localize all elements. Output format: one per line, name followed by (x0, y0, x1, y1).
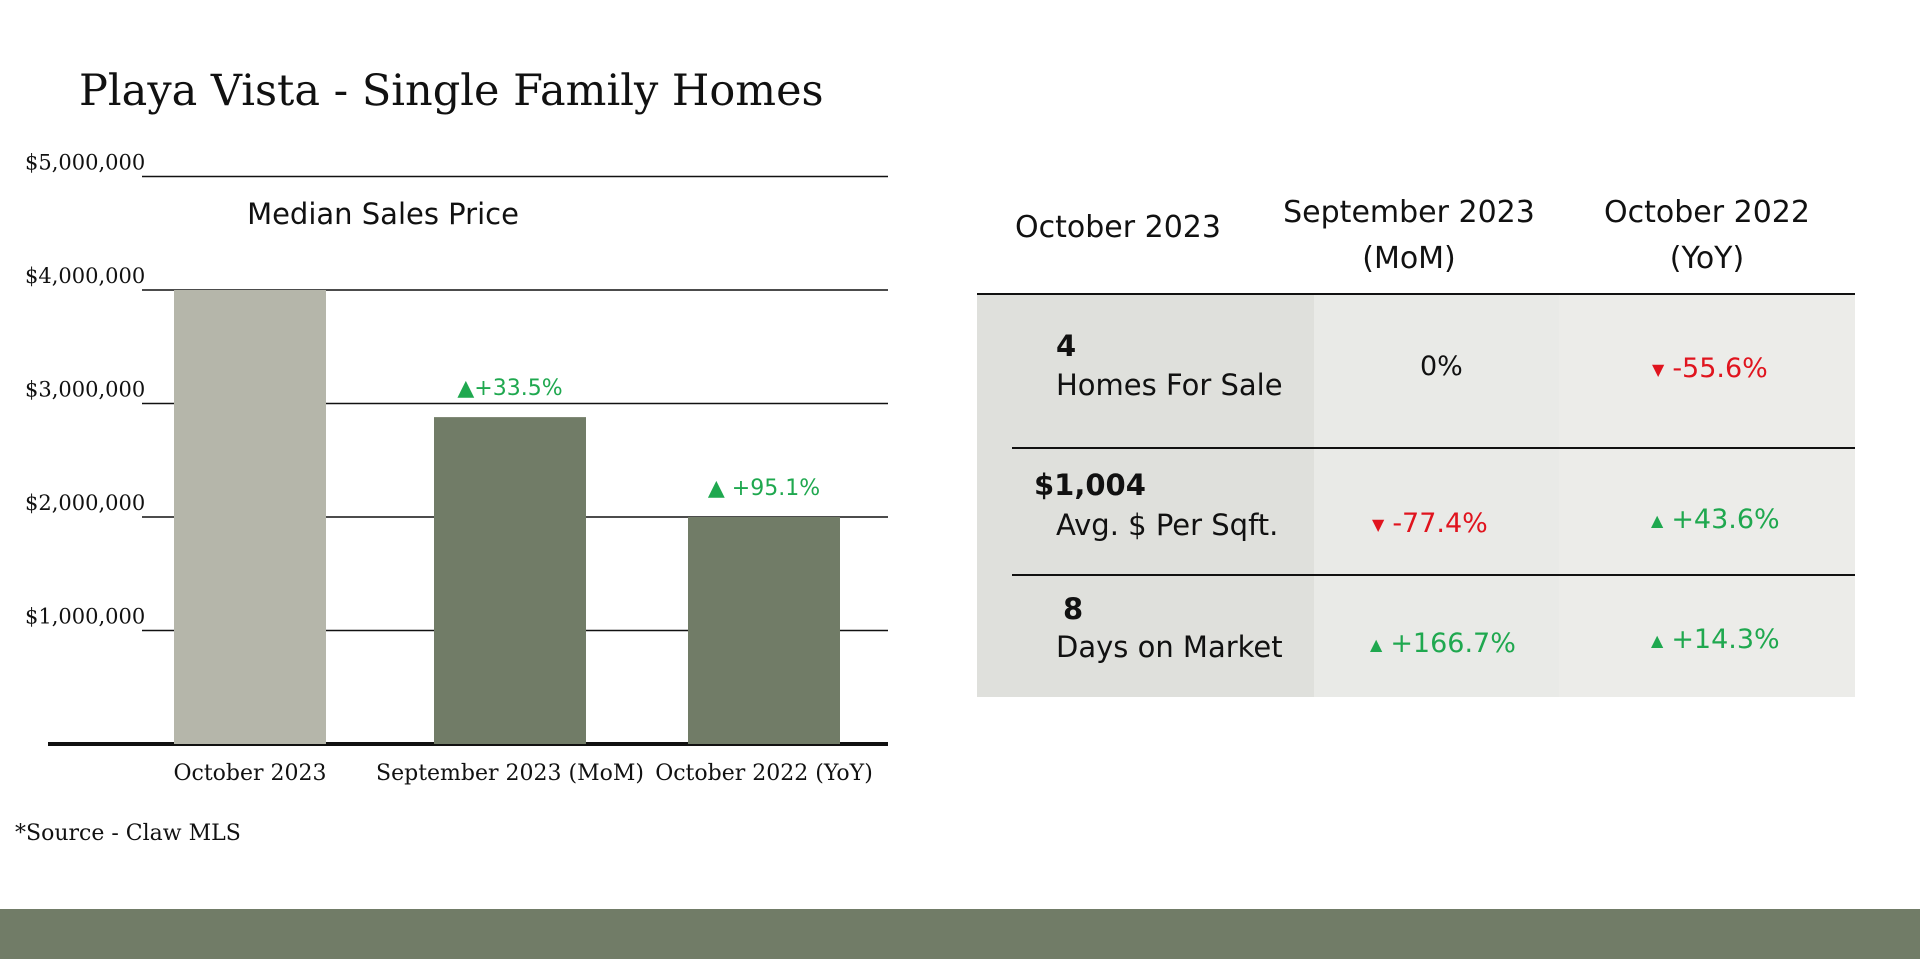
y-tick-label: $4,000,000 (25, 264, 145, 288)
price-per-sqft-value: $1,004 (1034, 468, 1146, 502)
row-divider (1012, 447, 1855, 449)
days-on-market-value: 8 (1063, 592, 1084, 626)
homes-for-sale-value: 4 (1056, 329, 1077, 363)
days-on-market-yoy-change: ▲ +14.3% (1651, 624, 1780, 655)
y-tick-label: $3,000,000 (25, 378, 145, 402)
days-on-market-mom-change: ▲ +166.7% (1370, 628, 1516, 659)
page-title: Playa Vista - Single Family Homes (79, 66, 824, 116)
price-per-sqft-mom-change: ▼ -77.4% (1372, 508, 1488, 539)
median-sales-price-chart: $1,000,000 $2,000,000 $3,000,000 $4,000,000… (25, 151, 888, 786)
row-divider (1012, 574, 1855, 576)
y-tick-label: $5,000,000 (25, 151, 145, 175)
header-divider (977, 293, 1855, 295)
price-per-sqft-yoy-change: ▲ +43.6% (1651, 504, 1780, 535)
up-triangle-icon: ▲ (1651, 631, 1664, 650)
days-on-market-label: Days on Market (1056, 630, 1283, 664)
mom-column-band (1314, 295, 1559, 697)
bar-change-label: ▲ +95.1% (708, 476, 820, 501)
down-triangle-icon: ▼ (1372, 515, 1385, 534)
bar-change-label: ▲+33.5% (457, 376, 562, 401)
bar-3 (688, 517, 840, 744)
yoy-column-band (1559, 295, 1855, 697)
down-triangle-icon: ▼ (1652, 360, 1665, 379)
footer-bar (0, 909, 1920, 959)
up-triangle-icon: ▲ (1370, 635, 1383, 654)
up-triangle-icon: ▲ (1651, 511, 1664, 530)
homes-for-sale-mom-change: 0% (1420, 351, 1463, 382)
current-column-band (977, 295, 1314, 697)
bar-2 (434, 417, 586, 744)
x-tick-label: September 2023 (MoM) (376, 761, 644, 786)
x-tick-label: October 2022 (YoY) (655, 761, 873, 786)
header-mom: September 2023 (MoM) (1283, 195, 1535, 276)
header-yoy: October 2022 (YoY) (1604, 195, 1810, 276)
header-current: October 2023 (1015, 210, 1221, 245)
x-tick-label: October 2023 (173, 761, 326, 786)
y-tick-label: $1,000,000 (25, 605, 145, 629)
homes-for-sale-yoy-change: ▼ -55.6% (1652, 353, 1768, 384)
chart-title: Median Sales Price (247, 197, 519, 231)
y-tick-label: $2,000,000 (25, 491, 145, 515)
bar-1 (174, 290, 326, 744)
homes-for-sale-label: Homes For Sale (1056, 368, 1283, 402)
source-note: *Source - Claw MLS (15, 821, 241, 846)
price-per-sqft-label: Avg. $ Per Sqft. (1056, 508, 1279, 542)
